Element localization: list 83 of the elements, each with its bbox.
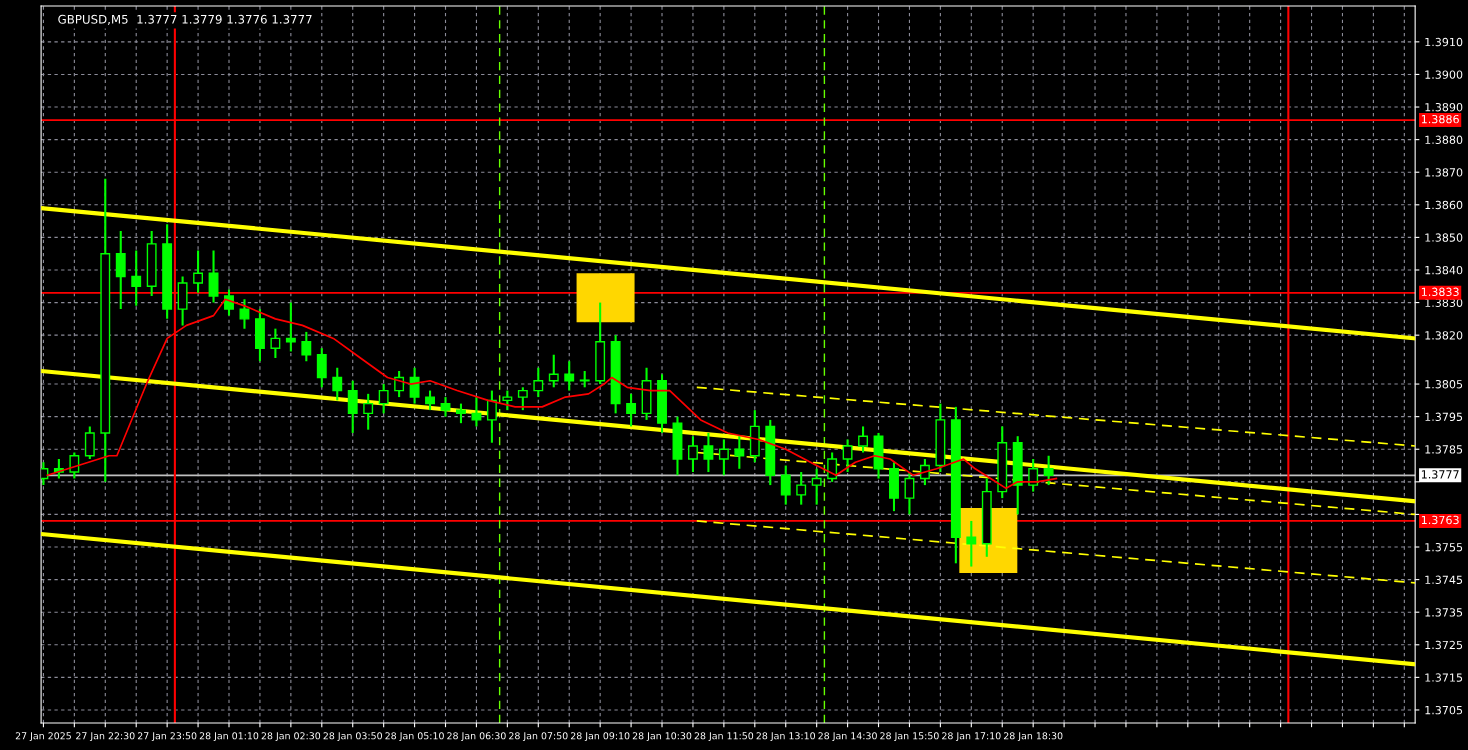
candlestick xyxy=(84,425,95,461)
x-tick-label: 28 Jan 14:30 xyxy=(818,732,877,742)
x-tick-label: 28 Jan 15:50 xyxy=(880,732,939,742)
x-tick-label: 28 Jan 06:30 xyxy=(447,732,506,742)
y-tick-label: 1.3725 xyxy=(1425,640,1463,650)
candlestick xyxy=(858,425,869,454)
candlestick xyxy=(842,438,853,474)
y-tick-label: 1.3830 xyxy=(1425,298,1463,307)
y-tick-label: 1.3820 xyxy=(1425,331,1463,340)
x-tick-label: 28 Jan 05:10 xyxy=(385,732,444,742)
candlestick xyxy=(471,396,482,428)
x-tick-label: 28 Jan 17:10 xyxy=(942,732,1001,742)
candlestick xyxy=(301,330,312,363)
candlestick xyxy=(564,360,575,392)
candlestick xyxy=(517,386,528,412)
candlestick xyxy=(316,347,327,389)
candlestick xyxy=(224,288,234,317)
y-tick-label: 1.3755 xyxy=(1425,542,1463,552)
candlestick xyxy=(115,229,126,311)
candlestick xyxy=(69,451,80,480)
candlestick xyxy=(409,366,420,405)
candlestick xyxy=(208,249,219,304)
y-tick-label: 1.3840 xyxy=(1425,265,1463,275)
x-tick-label: 28 Jan 03:50 xyxy=(323,732,382,742)
candlestick xyxy=(811,467,822,506)
x-tick-label: 28 Jan 13:10 xyxy=(756,732,816,742)
candlestick xyxy=(734,435,745,470)
y-tick-label: 1.3880 xyxy=(1425,135,1463,144)
text: GBPUSD,M5 1.3777 1.3779 1.3776 1.3777 xyxy=(58,14,312,25)
x-tick-label: 28 Jan 11:50 xyxy=(694,732,754,742)
y-tick-label: 1.3910 xyxy=(1425,37,1463,47)
candlestick xyxy=(533,366,544,399)
candlestick xyxy=(718,438,729,477)
candlestick xyxy=(456,402,466,425)
x-tick-label: 28 Jan 09:10 xyxy=(570,732,630,742)
y-tick-label: 1.3715 xyxy=(1425,673,1463,682)
x-tick-label: 28 Jan 01:10 xyxy=(199,732,259,742)
ref-line-label: 1.3763 xyxy=(1421,515,1459,525)
y-tick-label: 1.3795 xyxy=(1425,412,1463,422)
candlestick xyxy=(626,392,637,428)
x-tick-label: 28 Jan 02:30 xyxy=(261,732,321,742)
ref-line-label: 1.3833 xyxy=(1421,287,1459,297)
candlestick xyxy=(425,389,435,412)
ref-line-label: 1.3777 xyxy=(1421,470,1459,479)
candlestick xyxy=(285,301,296,353)
candlestick xyxy=(703,431,714,474)
y-tick-label: 1.3785 xyxy=(1425,445,1463,454)
x-tick-label: 27 Jan 23:50 xyxy=(137,732,197,742)
candlestick xyxy=(796,471,807,506)
y-tick-label: 1.3805 xyxy=(1425,380,1463,389)
candlestick xyxy=(548,353,559,389)
candlestick xyxy=(131,249,142,307)
y-tick-label: 1.3735 xyxy=(1425,608,1463,617)
candlestick xyxy=(193,249,204,294)
candlestick xyxy=(904,471,915,516)
y-tick-label: 1.3860 xyxy=(1425,200,1463,210)
y-tick-label: 1.3870 xyxy=(1425,168,1463,177)
candlestick xyxy=(378,383,389,415)
candlestick xyxy=(486,389,497,444)
candlestick xyxy=(780,464,791,506)
ref-line-label: 1.3886 xyxy=(1421,114,1459,124)
y-tick-label: 1.3850 xyxy=(1425,233,1463,242)
y-tick-label: 1.3890 xyxy=(1425,103,1463,112)
candlestick xyxy=(502,389,513,412)
candlestick xyxy=(239,298,250,330)
x-tick-label: 27 Jan 2025 xyxy=(15,732,71,742)
x-tick-label: 28 Jan 07:50 xyxy=(509,732,568,742)
y-tick-label: 1.3745 xyxy=(1425,575,1463,584)
x-tick-label: 27 Jan 22:30 xyxy=(76,732,135,742)
candlestick xyxy=(966,519,977,568)
candlestick xyxy=(1043,454,1054,487)
candlestick xyxy=(440,396,451,418)
x-tick-label: 28 Jan 18:30 xyxy=(1003,732,1063,742)
candlestick xyxy=(332,366,343,402)
candlestick xyxy=(363,392,374,431)
candlestick xyxy=(347,379,358,434)
candlestick xyxy=(687,435,698,474)
candlestick xyxy=(270,327,281,360)
y-tick-label: 1.3705 xyxy=(1425,705,1463,715)
x-tick-label: 28 Jan 10:30 xyxy=(632,732,692,742)
candlestick xyxy=(827,451,838,483)
y-tick-label: 1.3900 xyxy=(1425,70,1463,79)
candlestick xyxy=(1028,457,1039,493)
